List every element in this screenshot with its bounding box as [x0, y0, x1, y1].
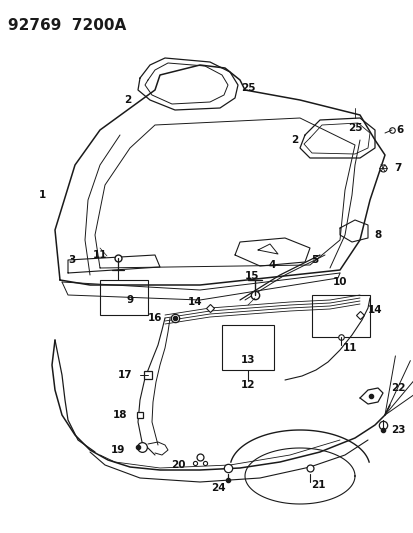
Text: 24: 24 [210, 483, 225, 493]
Text: 25: 25 [347, 123, 361, 133]
Text: 10: 10 [332, 277, 347, 287]
Bar [311, 295, 369, 337]
Bar [100, 280, 147, 315]
Text: 14: 14 [367, 305, 381, 315]
Text: 14: 14 [187, 297, 202, 307]
Text: 92769  7200A: 92769 7200A [8, 18, 126, 33]
Text: 7: 7 [393, 163, 401, 173]
Text: 11: 11 [342, 343, 356, 353]
Text: 12: 12 [240, 380, 255, 390]
Text: 18: 18 [112, 410, 127, 420]
Text: 6: 6 [395, 125, 403, 135]
Text: 5: 5 [311, 255, 318, 265]
Text: 11: 11 [93, 250, 107, 260]
Text: 25: 25 [240, 83, 255, 93]
Text: 15: 15 [244, 271, 259, 281]
Text: 17: 17 [117, 370, 132, 380]
Text: 19: 19 [111, 445, 125, 455]
Text: 8: 8 [373, 230, 381, 240]
Text: 23: 23 [390, 425, 404, 435]
Text: 22: 22 [390, 383, 404, 393]
Bar [221, 325, 273, 370]
Text: 16: 16 [147, 313, 162, 323]
Text: 3: 3 [68, 255, 76, 265]
Text: 13: 13 [240, 355, 255, 365]
Text: 9: 9 [126, 295, 133, 305]
Text: 2: 2 [124, 95, 131, 105]
Text: 4: 4 [268, 260, 275, 270]
Text: 2: 2 [291, 135, 298, 145]
Text: 21: 21 [310, 480, 325, 490]
Text: 20: 20 [170, 460, 185, 470]
Text: 1: 1 [38, 190, 45, 200]
